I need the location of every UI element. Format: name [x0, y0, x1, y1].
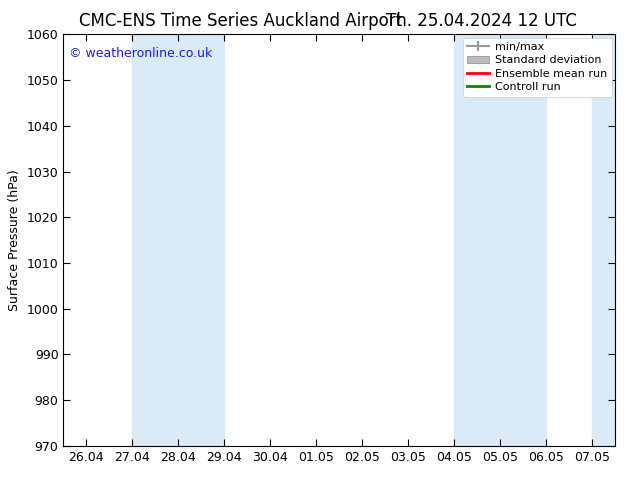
Bar — [592, 34, 615, 446]
Y-axis label: Surface Pressure (hPa): Surface Pressure (hPa) — [8, 169, 21, 311]
Bar — [454, 34, 546, 446]
Bar — [133, 34, 224, 446]
Text: CMC-ENS Time Series Auckland Airport: CMC-ENS Time Series Auckland Airport — [79, 12, 403, 30]
Text: © weatheronline.co.uk: © weatheronline.co.uk — [69, 47, 212, 60]
Text: Th. 25.04.2024 12 UTC: Th. 25.04.2024 12 UTC — [386, 12, 578, 30]
Legend: min/max, Standard deviation, Ensemble mean run, Controll run: min/max, Standard deviation, Ensemble me… — [463, 38, 612, 97]
